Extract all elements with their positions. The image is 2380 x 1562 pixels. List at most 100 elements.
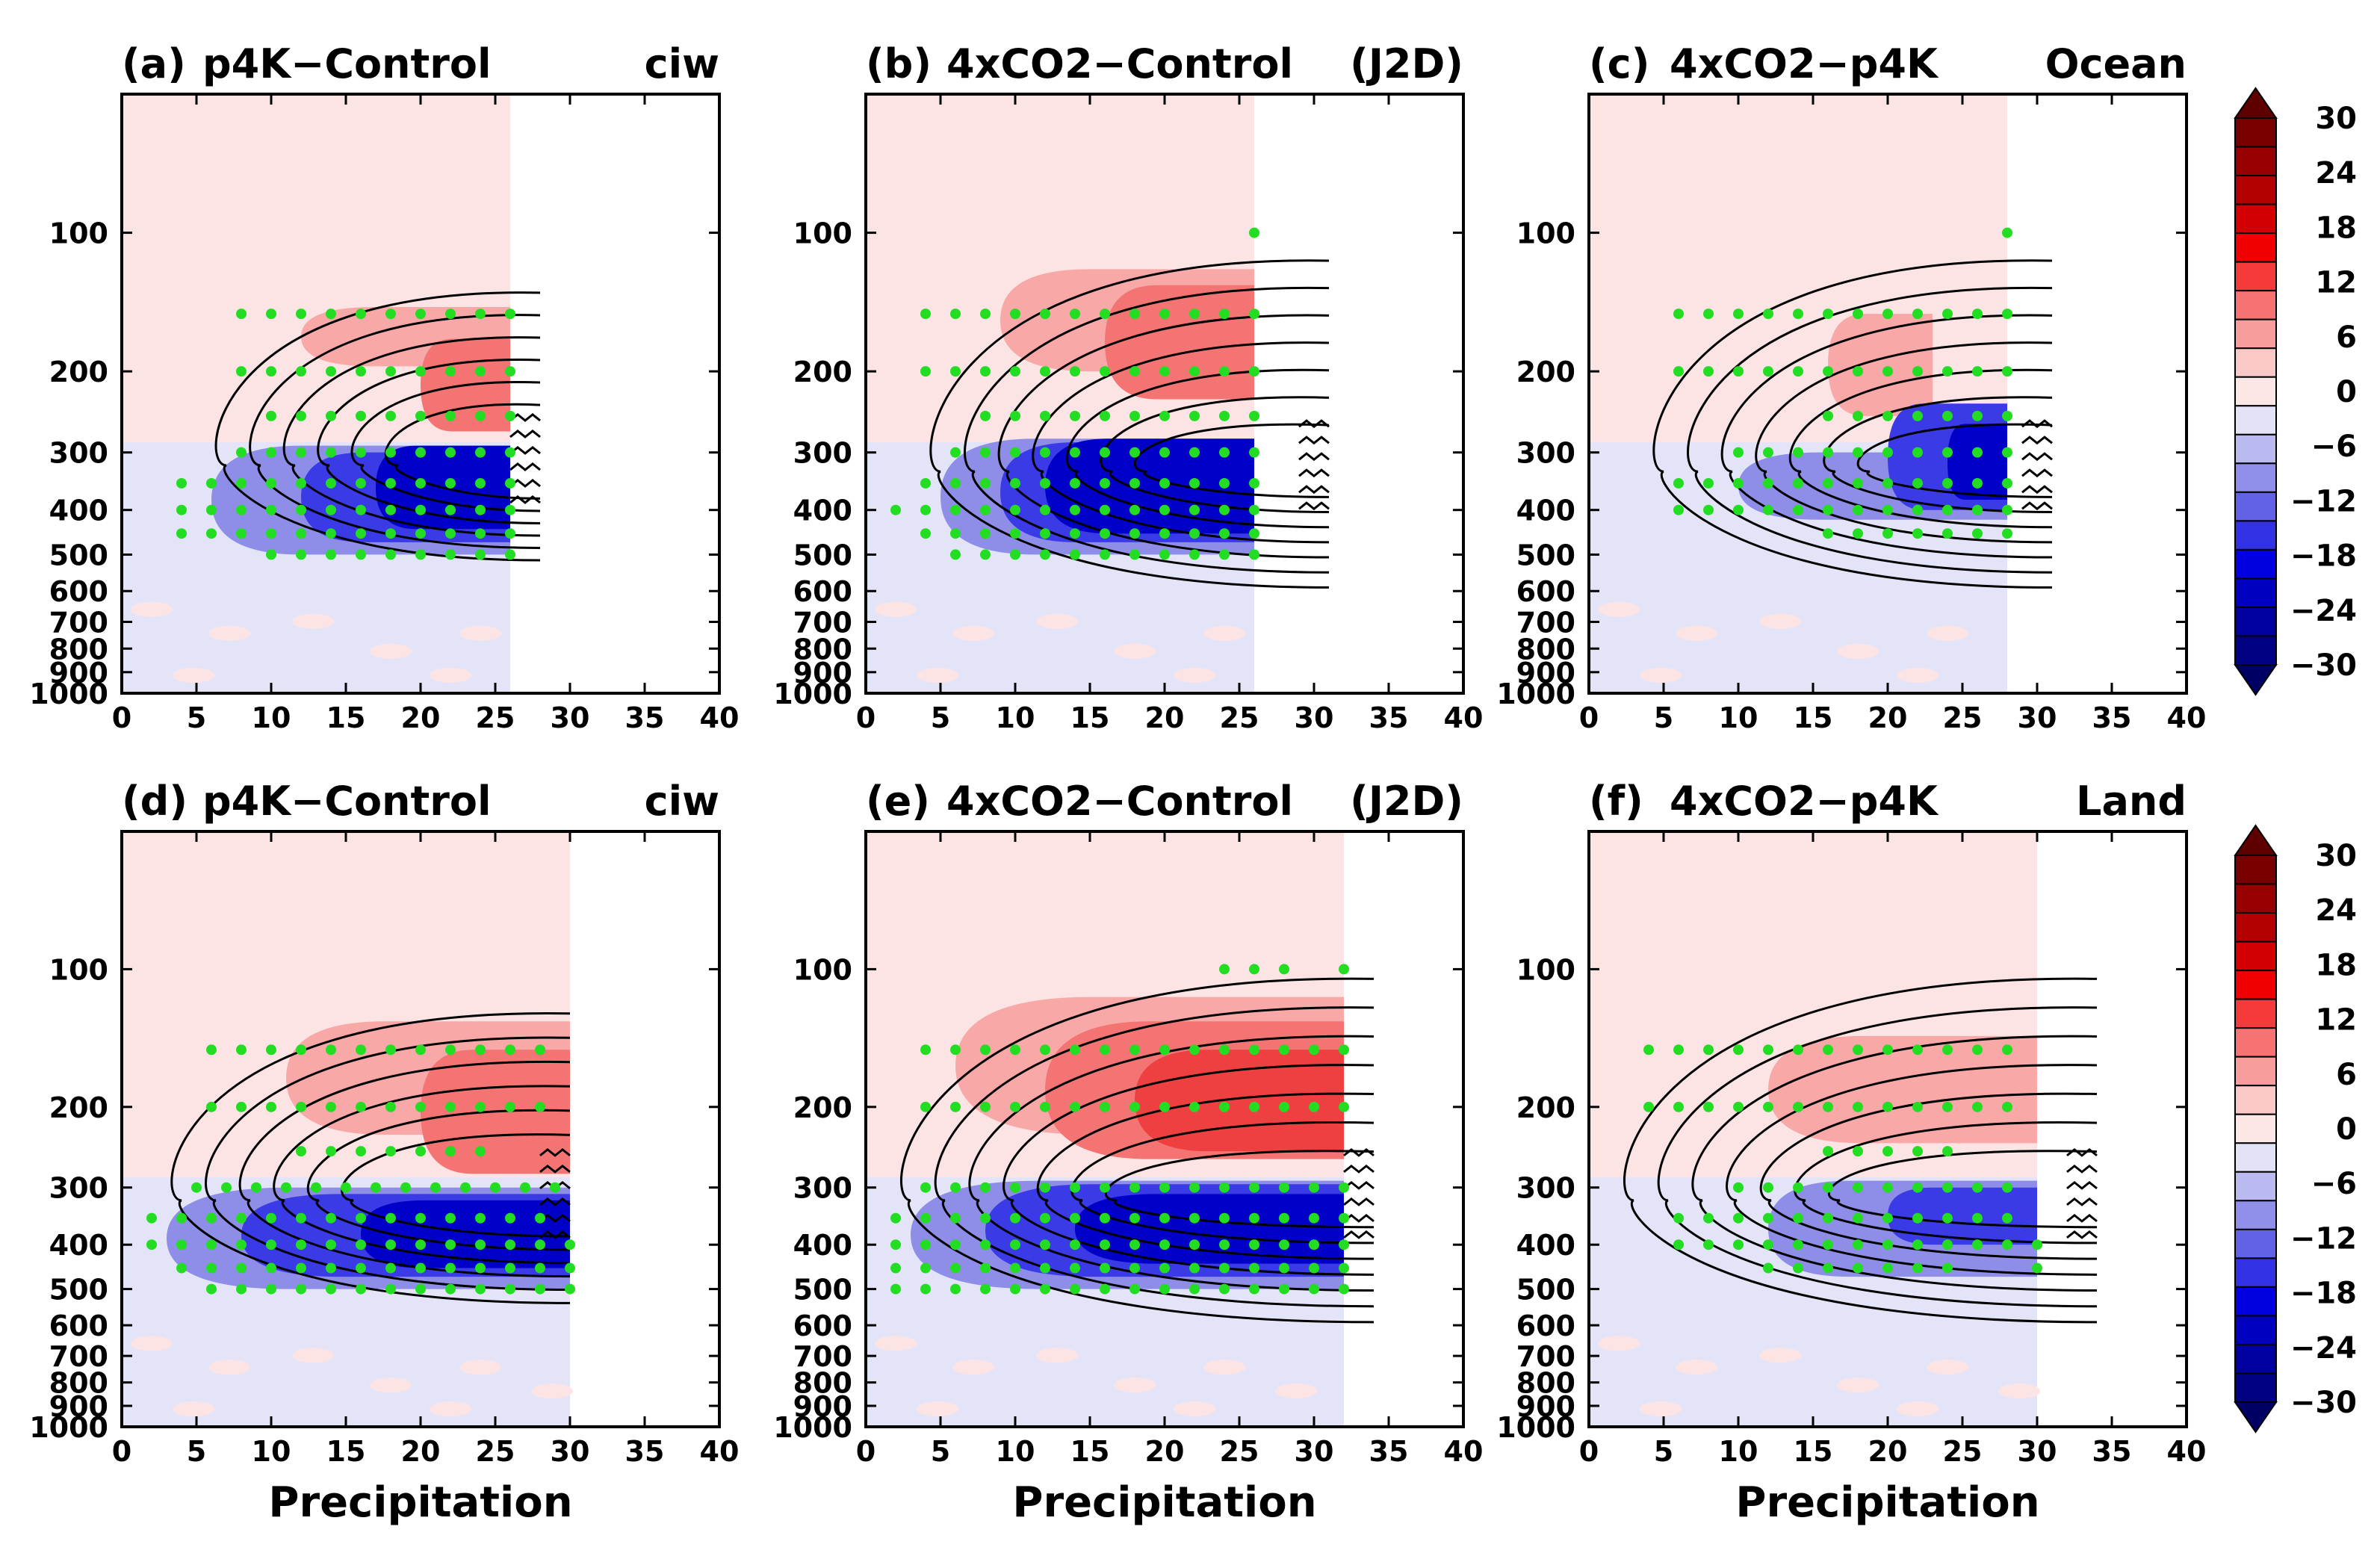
colorbar-swatch	[2234, 1286, 2277, 1317]
surface-speckle	[1676, 1360, 1717, 1375]
significance-dot	[565, 1283, 575, 1295]
significance-dot	[920, 1239, 931, 1250]
significance-dot	[385, 1101, 396, 1112]
significance-dot	[356, 447, 366, 458]
significance-dot	[950, 1262, 961, 1274]
significance-dot	[176, 1239, 187, 1250]
significance-dot	[1010, 1262, 1020, 1274]
colorbar-swatch	[2234, 883, 2277, 914]
significance-dot	[980, 1283, 991, 1295]
x-tick-label: 0	[1579, 1435, 1599, 1468]
x-tick-label: 5	[187, 701, 206, 734]
colorbar-1: 30 24 18 12 6 0 −6 −12 −18 −24 −30	[2234, 87, 2357, 696]
y-tick-label: 1000	[1496, 1411, 1575, 1444]
significance-dot	[1159, 1101, 1170, 1112]
contour-line	[2066, 1213, 2098, 1223]
significance-dot	[236, 366, 247, 377]
colorbar-tick-label: −30	[2290, 1386, 2357, 1420]
surface-speckle	[1114, 643, 1156, 659]
x-tick-label: 10	[996, 1435, 1035, 1468]
significance-dot	[1279, 1182, 1289, 1193]
significance-dot	[1159, 1239, 1170, 1250]
y-tick-label: 400	[49, 1229, 108, 1262]
x-tick-label: 20	[401, 1435, 441, 1468]
panel-label: (b)	[866, 40, 932, 87]
x-tick-label: 35	[2092, 1435, 2132, 1468]
significance-dot	[950, 477, 961, 489]
x-tick-label: 30	[551, 701, 590, 734]
significance-dot	[1159, 1283, 1170, 1295]
significance-dot	[445, 528, 456, 539]
panel-label: (c)	[1589, 40, 1649, 87]
surface-speckle	[1927, 1360, 1968, 1375]
significance-dot	[535, 1101, 545, 1112]
significance-dot	[505, 309, 515, 320]
colorbar-swatch	[2234, 232, 2277, 263]
contour-line	[2066, 1230, 2098, 1239]
significance-dot	[980, 477, 991, 489]
contour-line	[1104, 1150, 1375, 1229]
significance-dot	[1189, 1262, 1200, 1274]
significance-dot	[296, 1212, 306, 1224]
surface-speckle	[430, 667, 471, 683]
significance-dot	[1100, 528, 1110, 539]
significance-dot	[1882, 1146, 1893, 1157]
colorbar-swatch	[2234, 117, 2277, 148]
significance-dot	[445, 1146, 456, 1157]
significance-dot	[1159, 528, 1170, 539]
significance-dot	[950, 1239, 961, 1250]
contour-line	[1070, 1121, 1375, 1245]
significance-dot	[1339, 1239, 1349, 1250]
significance-dot	[1219, 1262, 1230, 1274]
y-tick-label: 100	[49, 953, 108, 986]
significance-dot	[1070, 477, 1080, 489]
y-tick-label: 100	[49, 217, 108, 250]
significance-dot	[920, 366, 931, 377]
significance-dot	[535, 1044, 545, 1056]
significance-dot	[565, 1262, 575, 1274]
panel-title: 4xCO2−Control	[946, 40, 1293, 87]
significance-dot	[445, 504, 456, 515]
significance-dot	[296, 1283, 306, 1295]
significance-dot	[385, 1239, 396, 1250]
significance-dot	[980, 1212, 991, 1224]
colorbar-tick-label: 24	[2315, 893, 2357, 928]
surface-speckle	[1759, 613, 1801, 629]
significance-dot	[505, 1044, 515, 1056]
significance-dot	[505, 1283, 515, 1295]
colorbar-swatch	[2234, 940, 2277, 972]
significance-dot	[1942, 477, 1953, 489]
significance-dot	[1823, 1212, 1833, 1224]
colorbar-swatch	[2234, 405, 2277, 436]
significance-dot	[1942, 447, 1953, 458]
significance-dot	[920, 1262, 931, 1274]
significance-dot	[1010, 549, 1020, 560]
significance-dot	[445, 1239, 456, 1250]
colorbar-swatch	[2234, 376, 2277, 407]
contour-line	[1343, 1164, 1375, 1174]
significance-dot	[1972, 410, 1983, 421]
significance-dot	[460, 1182, 471, 1193]
significance-dot	[296, 528, 306, 539]
surface-speckle	[1837, 1377, 1879, 1393]
significance-dot	[1249, 447, 1259, 458]
significance-dot	[950, 549, 961, 560]
significance-dot	[1703, 366, 1714, 377]
x-tick-label: 40	[1444, 1435, 1484, 1468]
significance-dot	[980, 528, 991, 539]
surface-speckle	[1598, 601, 1640, 617]
significance-dot	[385, 504, 396, 515]
plot-area	[122, 831, 575, 1427]
significance-dot	[1853, 1182, 1863, 1193]
colorbar-swatch	[2234, 462, 2277, 493]
colorbar-swatch	[2234, 1142, 2277, 1173]
contour-line	[1823, 396, 2053, 514]
colorbar-extend-max	[2234, 87, 2278, 119]
y-tick-label: 400	[1516, 495, 1575, 527]
colorbar-swatch	[2234, 318, 2277, 350]
significance-dot	[2002, 504, 2012, 515]
significance-dot	[1219, 309, 1230, 320]
significance-dot	[251, 1182, 261, 1193]
y-tick-label: 1000	[29, 678, 108, 710]
